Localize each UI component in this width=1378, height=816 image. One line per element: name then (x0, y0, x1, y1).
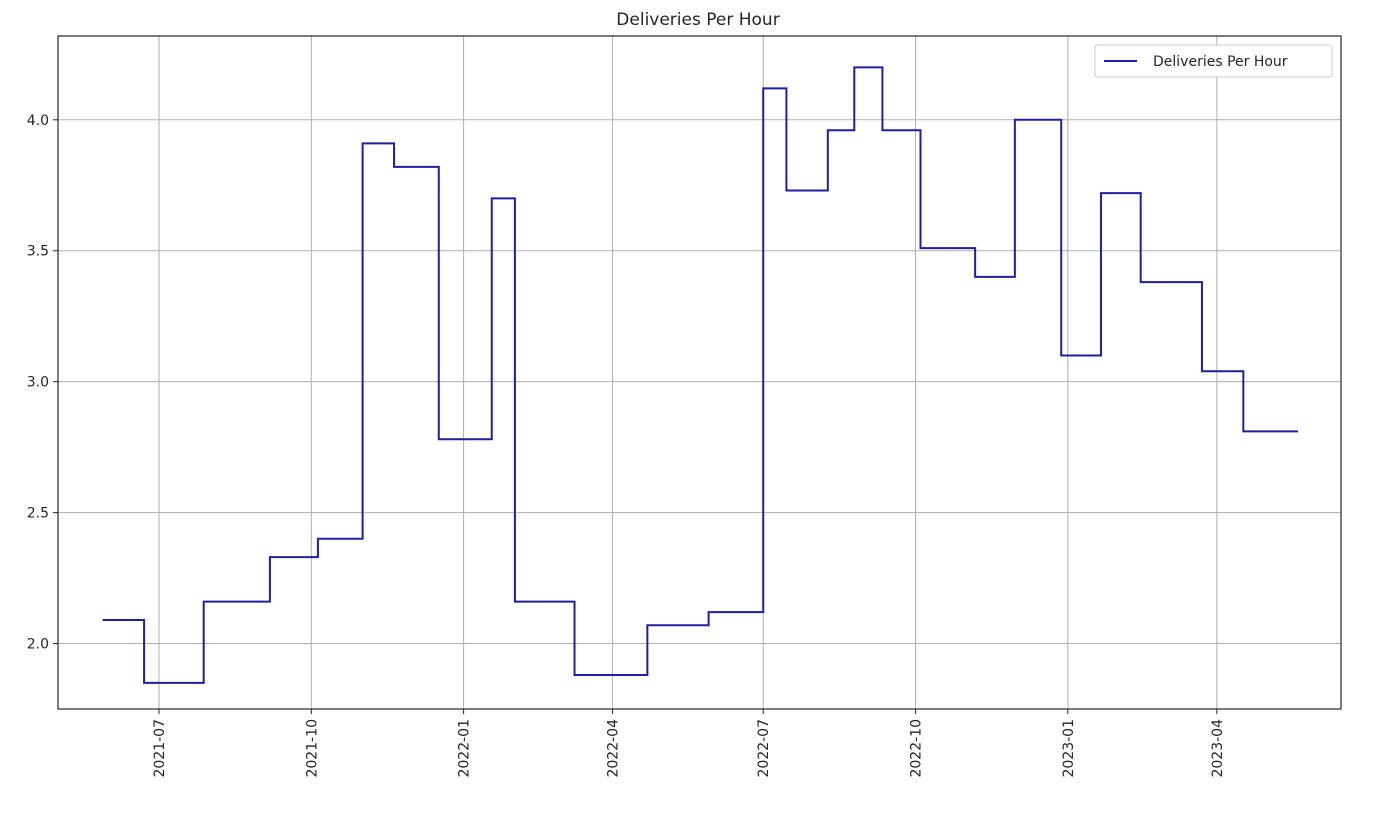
data-point (827, 129, 829, 131)
axes: 2.0 2.5 3.0 3.5 4.0 2021-07 2021-10 2022-01 2022… (27, 35, 1342, 778)
data-point (203, 601, 205, 603)
legend-box (1094, 44, 1333, 78)
data-point (1140, 281, 1142, 283)
grid (58, 36, 1341, 709)
x-tick-label: 2021-10 (304, 719, 320, 778)
data-point (708, 611, 710, 613)
data-point (102, 619, 104, 621)
data-point (1100, 192, 1102, 194)
data-point (920, 247, 922, 249)
y-tick-label: 2.0 (27, 637, 49, 653)
y-tick-label: 2.5 (27, 506, 49, 522)
data-point (438, 438, 440, 440)
x-tick-label: 2021-07 (152, 719, 168, 778)
x-tick-label: 2022-04 (606, 719, 622, 778)
legend: Deliveries Per Hour (1094, 44, 1333, 78)
data-point (881, 129, 883, 131)
y-tick-label: 3.0 (27, 375, 49, 391)
legend-label: Deliveries Per Hour (1153, 54, 1288, 70)
series-line (102, 66, 1298, 684)
data-point (974, 276, 976, 278)
data-point (317, 538, 319, 540)
data-point (491, 197, 493, 199)
data-point (1060, 354, 1062, 356)
data-point (362, 142, 364, 144)
data-point (853, 66, 855, 68)
data-point (269, 556, 271, 558)
data-point (143, 682, 145, 684)
plot-frame (57, 35, 1342, 710)
data-point (646, 624, 648, 626)
data-point (762, 87, 764, 89)
x-tick-label: 2023-04 (1210, 719, 1226, 778)
chart-title: Deliveries Per Hour (616, 10, 779, 30)
x-tick-label: 2022-07 (756, 719, 772, 778)
data-point (785, 190, 787, 192)
y-tick-label: 4.0 (27, 113, 49, 129)
x-tick-label: 2022-01 (457, 719, 473, 778)
data-point (1297, 430, 1299, 432)
series (102, 66, 1299, 684)
data-point (1201, 370, 1203, 372)
data-point (574, 674, 576, 676)
data-point (1014, 119, 1016, 121)
y-tick-label: 3.5 (27, 244, 49, 260)
x-tick-label: 2023-01 (1061, 719, 1077, 778)
x-tick-label: 2022-10 (909, 719, 925, 778)
data-point (393, 166, 395, 168)
data-point (514, 601, 516, 603)
data-point (1242, 430, 1244, 432)
